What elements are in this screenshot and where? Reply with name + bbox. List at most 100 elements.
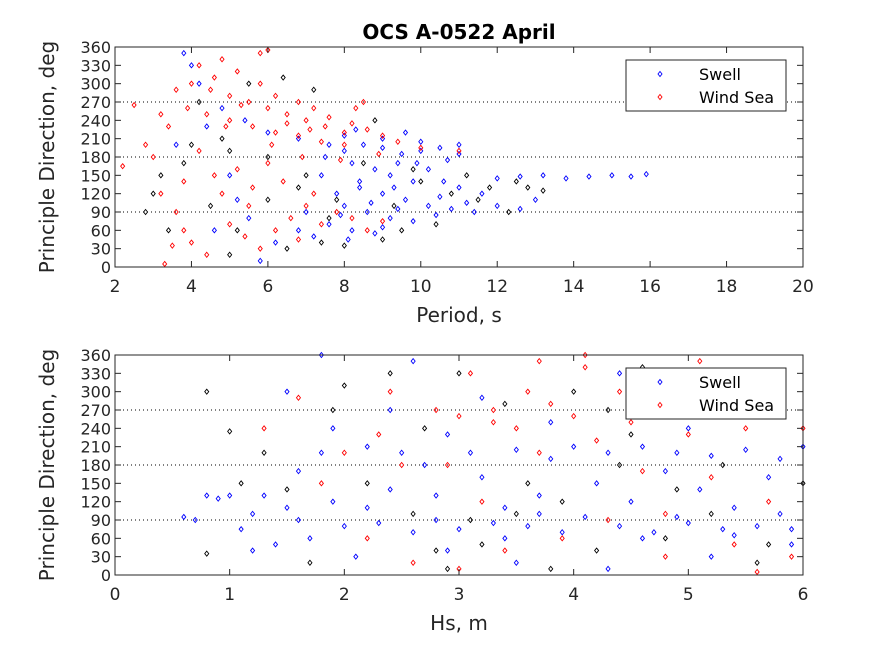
data-point [349,159,355,167]
data-point [215,495,221,502]
data-point [609,172,615,179]
data-point [234,68,240,75]
x-tick-label: 6 [798,585,809,605]
data-point [261,492,267,499]
y-tick-label: 60 [91,529,111,548]
data-point [395,205,401,213]
data-point [525,480,531,487]
data-point [548,455,554,463]
data-point [628,498,634,505]
data-point [326,141,332,148]
data-point [540,187,546,194]
data-point [353,126,359,133]
data-point [502,535,508,542]
data-point [196,80,202,87]
data-point [532,196,539,203]
data-point [376,431,382,438]
data-point [441,178,447,185]
x-axis-label: Period, s [416,303,502,327]
data-point [318,221,324,228]
data-point [280,74,286,81]
data-point [467,370,474,377]
data-point [387,214,393,222]
legend-box [625,367,787,420]
data-point [571,443,577,450]
data-point [444,565,451,573]
data-point [788,541,795,548]
data-point [326,114,332,121]
data-point [295,467,302,475]
data-point [777,455,783,463]
legend-marker [657,401,663,409]
data-point [402,129,409,136]
data-point [360,141,367,148]
data-point [479,541,485,548]
data-point [280,178,286,185]
data-point [464,172,470,179]
data-point [303,117,309,124]
y-axis-label: Principle Direction, deg [35,349,59,581]
data-point [414,159,420,167]
y-tick-label: 150 [80,166,111,185]
y-tick-label: 300 [80,383,111,402]
data-point [265,104,271,112]
data-point [295,516,302,524]
data-point [479,394,485,401]
data-point [169,242,175,249]
data-point [536,492,542,499]
data-point [269,141,275,148]
data-point [448,190,454,197]
plot-1: 2 4 6 8 10 12 14 16 18 20 030609012015018021024027… [35,20,814,327]
data-point [242,117,248,124]
data-point [708,474,714,481]
data-point [536,357,542,365]
y-tick-label: 90 [91,203,111,222]
data-point [272,129,279,136]
data-point [754,522,760,530]
data-point [605,449,611,456]
data-point [372,117,378,124]
data-point [318,138,324,145]
data-point [364,480,370,487]
data-point [227,428,233,435]
data-point [513,425,519,432]
data-point [143,141,149,148]
data-point [616,370,623,377]
x-tick-label: 20 [792,277,814,297]
data-point [181,178,187,185]
data-point [204,111,210,118]
data-point [219,56,225,63]
data-point [379,236,386,243]
data-point [211,172,217,179]
data-point [395,138,401,145]
x-tick-label: 8 [339,277,350,297]
data-point [743,425,749,432]
data-point [257,257,263,265]
data-point [540,172,546,179]
data-point [284,245,290,252]
data-point [234,227,240,234]
data-point [513,446,519,453]
data-point [341,202,347,210]
data-point [227,221,233,228]
data-point [513,510,519,518]
data-point [616,388,623,395]
data-point [192,516,198,524]
data-point [341,132,347,139]
data-point [788,553,795,560]
x-tick-label: 4 [568,585,579,605]
data-point [525,184,531,191]
y-tick-label: 270 [80,93,111,112]
data-point [571,412,577,420]
data-point [364,227,370,234]
data-point [364,126,370,133]
data-point [204,492,210,499]
data-point [357,178,363,185]
data-point [165,123,172,130]
data-point [582,513,588,521]
data-point [475,196,481,203]
data-point [418,147,424,155]
data-point [360,98,367,106]
data-point [387,370,393,377]
y-tick-label: 300 [80,75,111,94]
